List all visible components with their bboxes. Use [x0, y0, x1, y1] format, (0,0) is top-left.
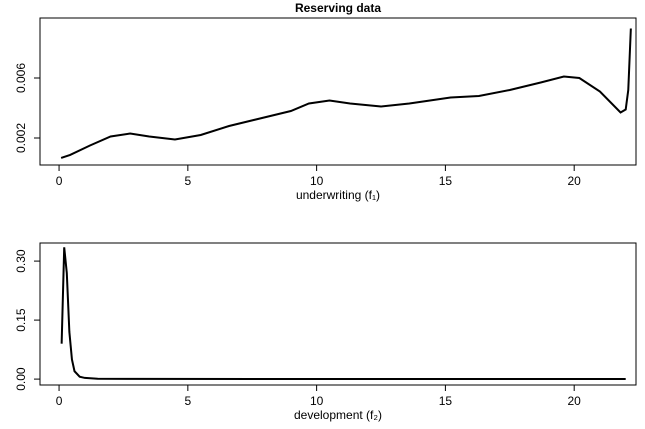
y-tick-label: 0.00 [14, 367, 28, 391]
y-tick-label: 0.15 [14, 308, 28, 332]
x-tick-label: 10 [310, 394, 324, 408]
y-tick-label: 0.006 [14, 63, 28, 93]
y-tick-label: 0.30 [14, 249, 28, 273]
plot-frame [39, 242, 637, 386]
data-line [60, 247, 626, 381]
x-tick-label: 0 [56, 174, 63, 188]
x-tick-label: 5 [184, 174, 191, 188]
data-line [60, 28, 632, 159]
x-tick-label: 10 [310, 174, 324, 188]
x-tick-label: 20 [568, 174, 582, 188]
x-tick-label: 20 [568, 394, 582, 408]
y-tick-label: 0.002 [14, 123, 28, 153]
x-axis-label: development (f₂) [294, 408, 382, 422]
x-axis-label: underwriting (f₁) [296, 188, 380, 202]
x-tick-label: 5 [184, 394, 191, 408]
chart-title: Reserving data [295, 1, 381, 15]
plot-frame [39, 17, 637, 166]
x-tick-label: 15 [439, 174, 453, 188]
x-tick-label: 15 [439, 394, 453, 408]
x-tick-label: 0 [56, 394, 63, 408]
